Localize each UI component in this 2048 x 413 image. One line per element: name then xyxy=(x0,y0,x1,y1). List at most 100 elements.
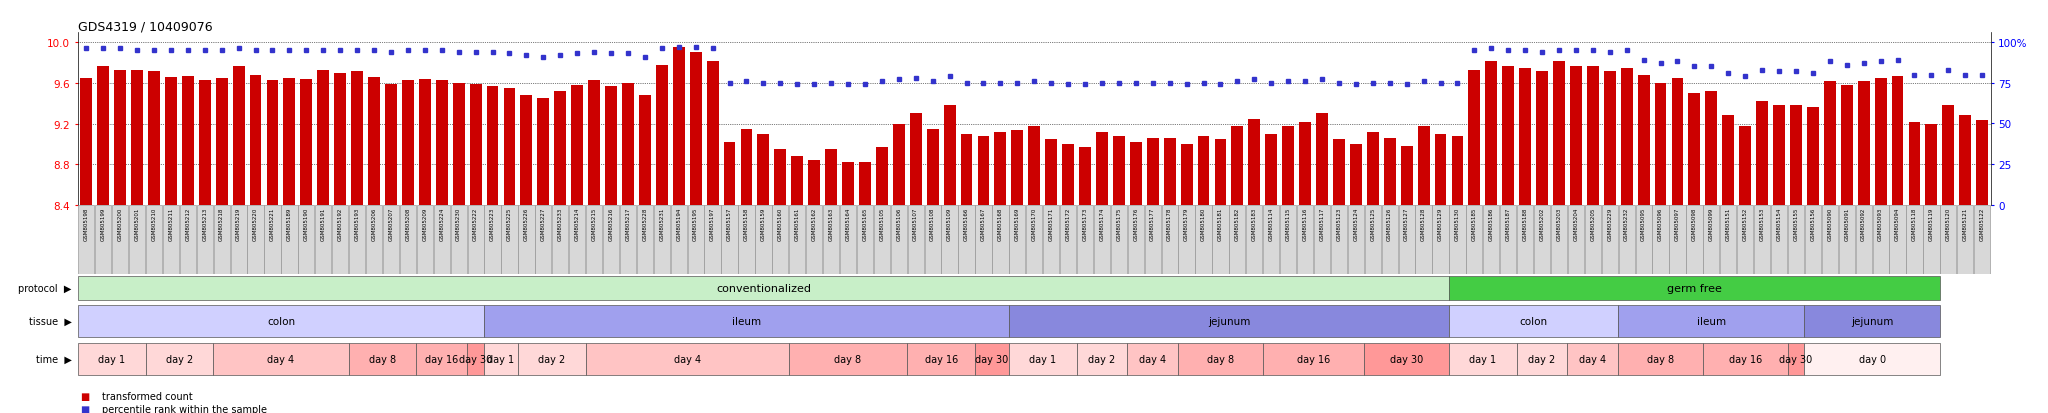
Bar xyxy=(537,99,549,205)
Bar xyxy=(1126,343,1178,375)
Text: GSM805129: GSM805129 xyxy=(1438,208,1444,241)
Bar xyxy=(621,205,637,274)
Bar xyxy=(250,76,262,205)
Bar xyxy=(1841,86,1853,205)
Bar xyxy=(823,205,840,274)
Text: GSM805176: GSM805176 xyxy=(1133,208,1139,241)
Bar xyxy=(586,205,602,274)
Bar xyxy=(113,205,129,274)
Text: GSM805123: GSM805123 xyxy=(1337,208,1341,241)
Bar xyxy=(758,135,770,205)
Bar xyxy=(1212,205,1229,274)
Bar xyxy=(825,150,838,205)
Text: GSM805125: GSM805125 xyxy=(1370,208,1376,241)
Bar xyxy=(1587,66,1599,205)
Text: day 30: day 30 xyxy=(459,354,492,364)
Text: GSM805174: GSM805174 xyxy=(1100,208,1104,241)
Text: day 16: day 16 xyxy=(1729,354,1761,364)
Bar xyxy=(1602,205,1618,274)
Bar xyxy=(1384,138,1395,205)
Text: protocol  ▶: protocol ▶ xyxy=(18,283,72,293)
Bar xyxy=(436,81,449,205)
Bar xyxy=(264,205,281,274)
Bar xyxy=(129,205,145,274)
Bar xyxy=(907,343,975,375)
Bar xyxy=(115,71,127,205)
Bar xyxy=(721,205,737,274)
Text: GSM805119: GSM805119 xyxy=(1929,208,1933,241)
Bar xyxy=(670,205,686,274)
Bar xyxy=(1010,205,1026,274)
Bar xyxy=(1552,62,1565,205)
Bar xyxy=(535,205,551,274)
Bar xyxy=(1550,205,1567,274)
Bar xyxy=(1688,94,1700,205)
Text: GSM805183: GSM805183 xyxy=(1251,208,1257,241)
Bar xyxy=(420,80,430,205)
Bar xyxy=(281,205,297,274)
Bar xyxy=(399,205,416,274)
Bar xyxy=(809,161,819,205)
Bar xyxy=(145,343,213,375)
Bar xyxy=(637,205,653,274)
Bar xyxy=(502,205,518,274)
Bar xyxy=(1653,205,1669,274)
Bar xyxy=(1804,205,1821,274)
Text: colon: colon xyxy=(1520,316,1548,326)
Bar xyxy=(80,79,92,205)
Bar xyxy=(401,81,414,205)
Text: GSM805090: GSM805090 xyxy=(1827,208,1833,241)
Bar xyxy=(1485,62,1497,205)
Bar xyxy=(1925,124,1937,205)
Text: GSM805164: GSM805164 xyxy=(846,208,850,241)
Text: GSM805156: GSM805156 xyxy=(1810,208,1815,241)
Text: GSM805202: GSM805202 xyxy=(1540,208,1544,241)
Text: GSM805172: GSM805172 xyxy=(1065,208,1071,241)
Text: GSM805162: GSM805162 xyxy=(811,208,817,241)
Text: GSM805177: GSM805177 xyxy=(1151,208,1155,241)
Bar xyxy=(1518,343,1567,375)
Bar xyxy=(1010,343,1077,375)
Bar xyxy=(162,205,178,274)
Bar xyxy=(348,343,416,375)
Text: GSM805160: GSM805160 xyxy=(778,208,782,241)
Text: ■: ■ xyxy=(80,404,90,413)
Bar xyxy=(1958,205,1974,274)
Bar xyxy=(317,71,330,205)
Bar xyxy=(944,106,956,205)
Text: GSM805151: GSM805151 xyxy=(1726,208,1731,241)
Bar xyxy=(199,81,211,205)
Bar xyxy=(1399,205,1415,274)
Bar xyxy=(166,78,176,205)
Bar xyxy=(520,96,532,205)
Text: day 30: day 30 xyxy=(1780,354,1812,364)
Bar xyxy=(1012,131,1024,205)
Bar xyxy=(1772,205,1788,274)
Text: day 1: day 1 xyxy=(1030,354,1057,364)
Bar xyxy=(1757,102,1767,205)
Bar xyxy=(1571,66,1581,205)
Text: GSM805124: GSM805124 xyxy=(1354,208,1358,241)
Text: GSM805231: GSM805231 xyxy=(659,208,664,241)
Bar xyxy=(1655,84,1667,205)
Text: GSM805187: GSM805187 xyxy=(1505,208,1511,241)
Bar xyxy=(1333,140,1346,205)
Bar xyxy=(856,205,872,274)
Bar xyxy=(858,163,870,205)
Text: GSM805180: GSM805180 xyxy=(1200,208,1206,241)
Bar xyxy=(147,71,160,205)
Bar xyxy=(1618,343,1702,375)
Bar xyxy=(453,84,465,205)
Bar xyxy=(639,96,651,205)
Bar xyxy=(1434,135,1446,205)
Text: GSM805209: GSM805209 xyxy=(422,208,428,241)
Bar xyxy=(1923,205,1939,274)
Bar xyxy=(1960,116,1970,205)
Bar xyxy=(1180,145,1192,205)
Text: GSM805181: GSM805181 xyxy=(1219,208,1223,241)
Bar xyxy=(705,205,721,274)
Bar xyxy=(1229,205,1245,274)
Bar xyxy=(1296,205,1313,274)
Bar xyxy=(1823,205,1837,274)
Bar xyxy=(1096,133,1108,205)
